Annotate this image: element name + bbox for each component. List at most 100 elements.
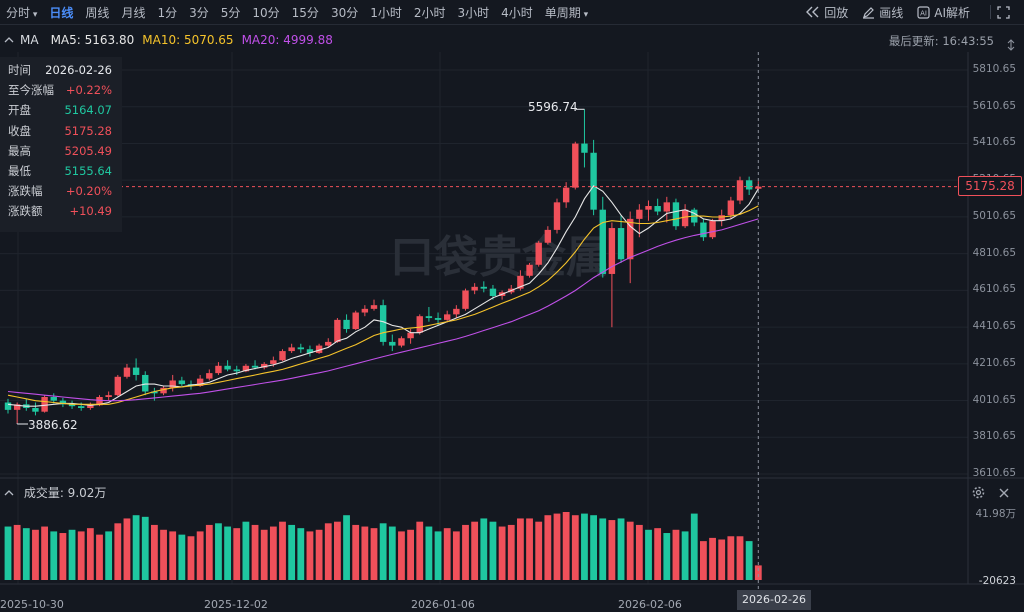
volume-bar <box>288 524 296 580</box>
low-annotation: 3886.62 <box>28 418 78 432</box>
interval-tab-8[interactable]: 15分 <box>286 4 325 21</box>
volume-bar <box>480 518 488 580</box>
interval-tab-14[interactable]: 单周期 ▾ <box>539 4 594 21</box>
volume-title-text: 成交量: 9.02万 <box>23 486 107 500</box>
interval-tab-6[interactable]: 5分 <box>215 4 247 21</box>
interval-tab-4[interactable]: 1分 <box>151 4 183 21</box>
candle-body <box>700 222 707 238</box>
replay-label: 回放 <box>824 5 849 20</box>
interval-tab-9[interactable]: 30分 <box>325 4 364 21</box>
price-tick-label: 5610.65 <box>972 99 1016 112</box>
volume-bar <box>736 536 744 580</box>
ma-title: MA <box>20 33 39 47</box>
info-row: 开盘 5164.07 <box>0 100 122 120</box>
volume-bar <box>242 521 250 580</box>
candle-body <box>645 206 652 210</box>
interval-tab-label: 2小时 <box>413 5 446 20</box>
interval-tab-label: 15分 <box>291 5 319 20</box>
ma-collapse-icon[interactable] <box>4 33 14 47</box>
candle-body <box>416 316 423 333</box>
price-tick-label: 4810.65 <box>972 246 1016 259</box>
price-tick-label: 4610.65 <box>972 283 1016 296</box>
interval-tab-label: 1分 <box>157 5 178 20</box>
volume-bar <box>141 516 149 580</box>
volume-bar <box>361 526 369 580</box>
volume-bar <box>269 526 277 580</box>
ma5-value: MA5: 5163.80 <box>50 33 135 47</box>
candle-body <box>709 220 716 238</box>
interval-tab-3[interactable]: 月线 <box>115 4 151 21</box>
interval-tab-2[interactable]: 周线 <box>79 4 115 21</box>
candle-body <box>636 209 643 219</box>
candle-body <box>389 341 396 346</box>
candle-body <box>480 286 487 289</box>
interval-tab-13[interactable]: 4小时 <box>495 4 539 21</box>
interval-tab-10[interactable]: 1小时 <box>364 4 408 21</box>
candle-body <box>32 408 39 412</box>
volume-bar <box>379 523 387 580</box>
interval-tab-0[interactable]: 分时 ▾ <box>0 4 43 21</box>
candle-body <box>608 228 616 274</box>
candle-body <box>581 143 588 153</box>
interval-tab-11[interactable]: 2小时 <box>408 4 452 21</box>
current-price-tag: 5175.28 <box>958 176 1022 196</box>
info-key: 最低 <box>8 163 31 178</box>
candle-body <box>745 180 753 190</box>
ai-analysis-button[interactable]: AI AI解析 <box>917 4 970 21</box>
date-tick-label: 2025-10-30 <box>0 598 64 611</box>
candle-body <box>279 351 286 361</box>
volume-close-icon[interactable] <box>998 484 1010 503</box>
replay-button[interactable]: 回放 <box>806 4 848 21</box>
high-annotation: 5596.74 <box>528 100 578 114</box>
interval-tab-12[interactable]: 3小时 <box>452 4 496 21</box>
volume-collapse-icon[interactable] <box>4 486 18 500</box>
candle-body <box>627 218 634 260</box>
volume-bar <box>498 526 506 580</box>
volume-bar <box>672 529 680 580</box>
draw-button[interactable]: 画线 <box>862 4 903 21</box>
ma20-line <box>7 218 759 402</box>
info-key: 收盘 <box>8 123 31 138</box>
price-tick-label: 3810.65 <box>972 430 1016 443</box>
info-key: 最高 <box>8 143 31 158</box>
candle-body <box>361 308 369 313</box>
candle-body <box>471 286 478 291</box>
candle-body <box>672 202 680 227</box>
info-row: 最高 5205.49 <box>0 141 122 161</box>
info-key: 至今涨幅 <box>8 83 54 98</box>
candle-body <box>13 404 21 410</box>
volume-bar <box>635 524 643 580</box>
watermark-text: 口袋贵金属 <box>390 232 610 283</box>
ma10-line <box>7 205 759 405</box>
volume-bar <box>388 526 396 580</box>
interval-tab-1[interactable]: 日线 <box>43 4 79 21</box>
info-value: 5155.64 <box>64 163 112 178</box>
interval-tab-7[interactable]: 10分 <box>246 4 285 21</box>
volume-bar <box>151 524 158 580</box>
candle-body <box>398 338 405 346</box>
interval-tab-label: 周线 <box>85 5 110 20</box>
volume-bar <box>50 531 58 580</box>
candle-body <box>169 380 176 388</box>
volume-bar <box>718 539 726 580</box>
volume-bar <box>96 534 103 580</box>
info-key: 时间 <box>8 63 31 77</box>
candle-body <box>105 395 112 397</box>
panel-resize-icon[interactable] <box>1006 36 1016 55</box>
volume-bar <box>434 531 442 580</box>
interval-tab-label: 月线 <box>121 5 146 20</box>
ohlc-info-panel: 时间 2026-02-26 至今涨幅 +0.22% 开盘 5164.07 收盘 5175.28… <box>0 57 122 232</box>
volume-settings-icon[interactable] <box>972 484 985 503</box>
candle-body <box>343 319 350 330</box>
price-tick-label: 5410.65 <box>972 136 1016 149</box>
volume-bar <box>645 529 652 580</box>
info-value: 2026-02-26 <box>45 63 112 77</box>
volume-bar <box>370 528 378 580</box>
fullscreen-button[interactable] <box>997 5 1014 19</box>
last-update-text: 最后更新: 16:43:55 <box>888 34 994 48</box>
ma-indicator-bar: MA MA5: 5163.80 MA10: 5070.65 MA20: 4999… <box>0 30 1024 50</box>
interval-tab-label: 10分 <box>252 5 280 20</box>
candle-body <box>87 405 94 409</box>
interval-tab-5[interactable]: 3分 <box>183 4 215 21</box>
